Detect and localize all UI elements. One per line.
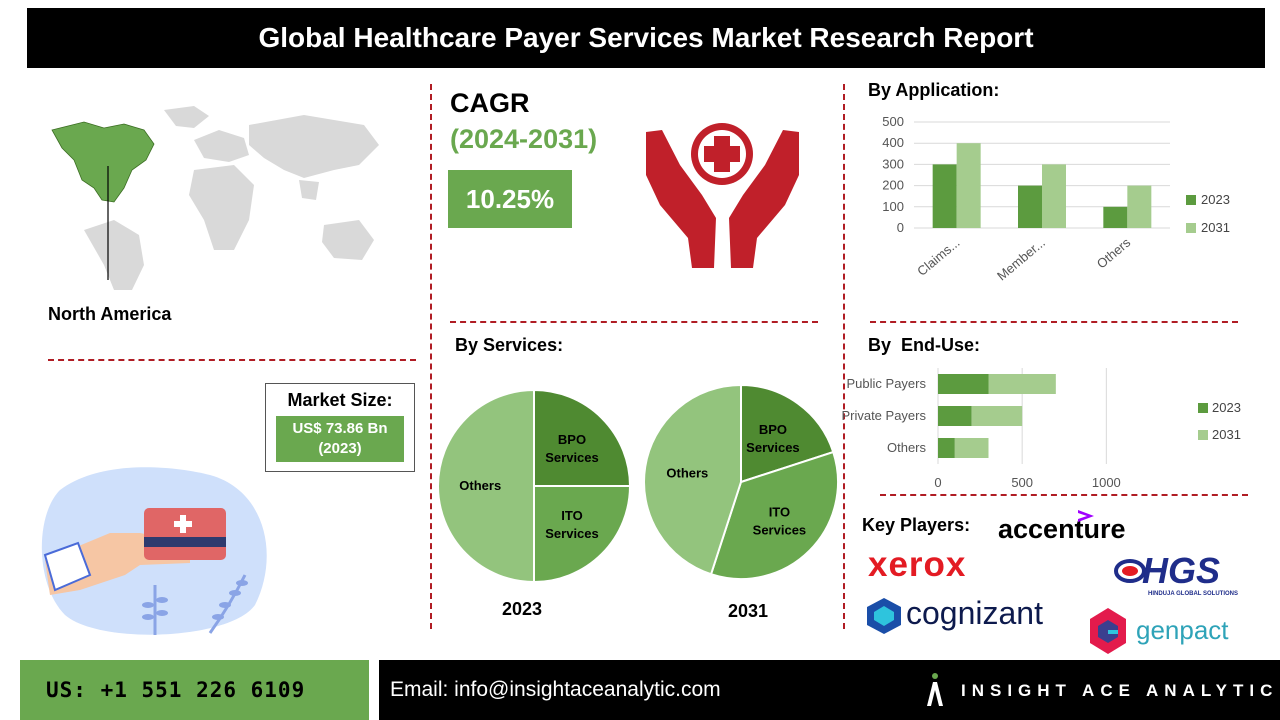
enduse-legend-label: 2023 [1212,400,1241,415]
cognizant-logo-icon [867,598,901,634]
app-legend-label: 2023 [1201,192,1230,207]
pie-slice [709,450,839,580]
app-y-tick-label: 300 [882,156,904,171]
divider-vertical-left [430,84,432,629]
footer-brand: INSIGHT ACE ANALYTIC [961,681,1279,700]
app-bar-2023 [1103,206,1128,228]
enduse-legend-swatch [1198,430,1208,440]
genpact-logo-icon [1090,608,1126,654]
hgs-logo-subtext: HINDUJA GLOBAL SOLUTIONS [1148,591,1238,597]
pie-2031-year: 2031 [728,601,769,621]
app-y-tick-label: 100 [882,199,904,214]
divider-right-top [870,321,1238,323]
pie-slice-label: BPO Services [746,422,800,455]
divider-middle [450,321,818,323]
app-legend-swatch [1186,195,1196,205]
market-size-value-box: US$ 73.86 Bn (2023) [276,416,404,462]
divider-left-region [48,359,416,361]
enduse-bar-2031 [988,374,1056,394]
page-title: Global Healthcare Payer Services Market … [27,8,1265,68]
enduse-x-tick-label: 0 [934,475,941,490]
enduse-bar-2031 [954,438,989,458]
services-pie-2023: BPO Services ITO Services Others [437,388,632,584]
key-players-title: Key Players: [862,515,971,535]
divider-vertical-right [843,84,845,629]
pie-slice-label: Others [666,466,708,481]
pie-2023-year: 2023 [502,599,543,619]
enduse-category-label: Others [887,440,927,455]
app-category-label: Others [1094,234,1134,271]
xerox-logo: xerox [868,545,967,584]
app-bar-2031 [956,143,981,228]
app-bar-2023 [1018,185,1042,228]
enduse-legend-swatch [1198,403,1208,413]
application-section-title: By Application: [868,80,1000,100]
app-y-tick-label: 200 [882,178,904,193]
hgs-logo: HGS HINDUJA GLOBAL SOLUTIONS [1114,550,1238,597]
application-bar-chart: 0 100 200 300 400 500 Claims... Member... Others… [882,114,1230,284]
footer-bar: Email: info@insightaceanalytic.com INSIG… [379,660,1280,720]
enduse-x-tick-label: 1000 [1092,475,1121,490]
insightace-logo-icon [927,673,943,706]
services-section-title: By Services: [455,335,564,355]
enduse-bar-2023 [938,374,989,394]
app-y-tick-label: 400 [882,135,904,150]
cognizant-logo: cognizant [906,595,1043,631]
pie-slice-label: BPO Services [545,432,599,465]
footer-phone: US: +1 551 226 6109 [20,660,369,720]
app-y-tick-label: 500 [882,114,904,129]
footer-email: Email: info@insightaceanalytic.com [390,678,721,701]
app-bar-2031 [1042,164,1066,228]
region-label: North America [48,304,172,324]
services-pie-2031: BPO Services ITO Services Others [643,383,839,580]
enduse-bar-2023 [938,438,955,458]
pie-slice [533,485,632,584]
world-map [51,106,379,290]
app-legend-label: 2031 [1201,220,1230,235]
market-size-card: Market Size: US$ 73.86 Bn (2023) [265,383,415,472]
pie-slice [643,383,742,576]
app-bar-2031 [1127,185,1152,228]
cagr-period: (2024-2031) [450,124,598,154]
pie-slice [740,383,835,484]
enduse-category-label: Private Payers [841,408,926,423]
end-use-section-title: By End-Use: [868,335,981,355]
app-category-label: Member... [994,235,1048,284]
accenture-logo-text: accenture [998,514,1126,544]
cagr-value: 10.25% [448,170,572,228]
cagr-title: CAGR [450,88,530,118]
enduse-bar-2023 [938,406,972,426]
hgs-logo-text: HGS [1142,550,1220,591]
market-size-title: Market Size: [287,390,393,410]
app-legend-swatch [1186,223,1196,233]
market-size-year: (2023) [318,440,362,457]
pie-slice-label: Others [459,478,501,493]
divider-right-bottom [880,494,1248,496]
pie-slice-label: ITO Services [545,508,599,541]
pie-slice [533,388,632,487]
genpact-logo: genpact [1136,615,1229,645]
end-use-bar-chart: 0 500 1000 Public Payers Private Payers Other… [841,368,1241,490]
app-category-label: Claims... [914,235,962,279]
accenture-chevron-icon [1078,510,1094,522]
enduse-bar-2031 [971,406,1023,426]
market-size-value: US$ 73.86 Bn [292,420,388,437]
enduse-legend-label: 2031 [1212,427,1241,442]
healthcare-hands-icon [646,123,799,268]
pie-slice [437,388,535,584]
accenture-logo: accenture [998,514,1126,545]
enduse-x-tick-label: 500 [1011,475,1033,490]
app-y-tick-label: 0 [897,220,904,235]
pie-slice-label: ITO Services [753,504,807,537]
enduse-category-label: Public Payers [847,376,927,391]
app-bar-2023 [932,164,957,228]
payment-card-illustration [41,467,267,635]
